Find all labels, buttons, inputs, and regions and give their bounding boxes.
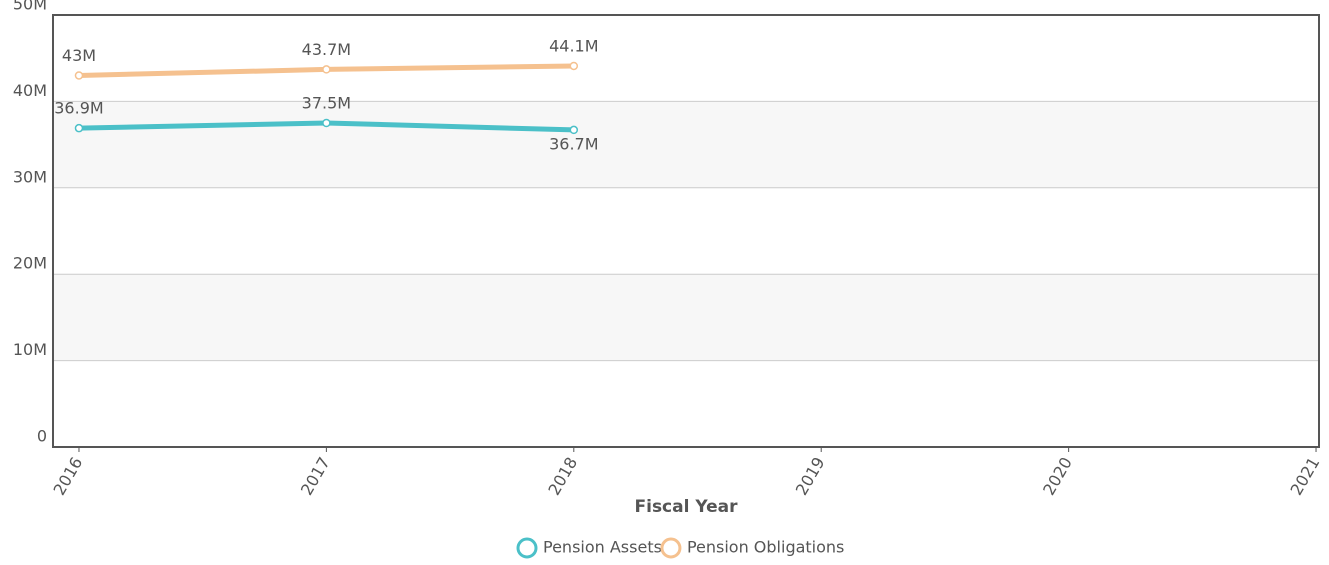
legend-marker (516, 537, 538, 559)
x-tick-label: 2021 (1287, 454, 1324, 499)
point (74, 123, 84, 133)
x-tick-label: 2020 (1039, 454, 1076, 499)
x-tick-label: 2018 (544, 454, 581, 499)
y-tick-label: 20M (13, 254, 47, 273)
grid-band (53, 101, 1319, 188)
data-label: 44.1M (549, 36, 598, 55)
x-tick-label: 2016 (50, 454, 87, 499)
point (74, 71, 84, 80)
y-tick-label: 40M (13, 81, 47, 100)
x-axis-label: Fiscal Year (635, 497, 739, 517)
point (569, 125, 579, 135)
y-tick-label: 0 (37, 427, 47, 446)
legend-label: Pension Obligations (687, 538, 844, 557)
data-label: 36.7M (549, 134, 598, 153)
y-tick-label: 30M (13, 167, 47, 186)
legend-label: Pension Assets (543, 538, 662, 557)
data-label: 36.9M (54, 99, 103, 118)
grid-band (53, 274, 1319, 361)
data-label: 43M (62, 46, 96, 65)
legend-marker (660, 537, 682, 559)
y-tick-label: 10M (13, 340, 47, 359)
x-tick-label: 2017 (297, 454, 334, 499)
x-tick-label: 2019 (792, 454, 829, 499)
legend: Pension Assets Pension Obligations (516, 537, 844, 559)
plot-border (52, 14, 1320, 448)
point (569, 61, 579, 71)
point (322, 118, 331, 128)
data-label: 43.7M (302, 40, 351, 59)
point (322, 65, 331, 74)
data-label: 37.5M (302, 94, 351, 113)
y-tick-label: 50M (13, 0, 47, 14)
